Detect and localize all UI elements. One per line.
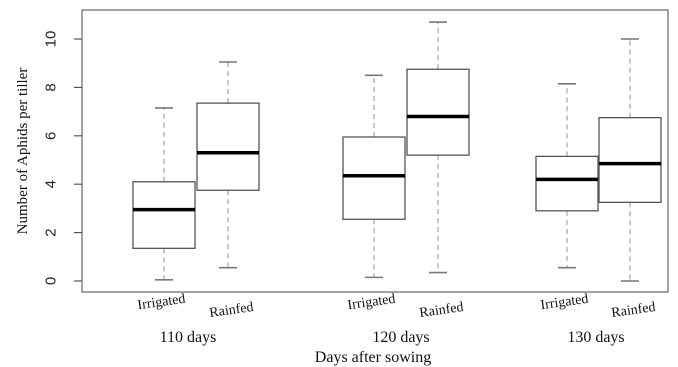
y-tick-label: 8 <box>42 83 59 91</box>
box-label-rainfed: Rainfed <box>209 300 255 321</box>
x-axis-title: Days after sowing <box>315 349 431 366</box>
y-tick-label: 0 <box>42 277 59 285</box>
box-3-rainfed <box>598 38 662 282</box>
box-3-irrigated <box>535 82 599 269</box>
box-label-rainfed: Rainfed <box>611 300 657 321</box>
plot-frame <box>81 9 669 293</box>
box-label-irrigated: Irrigated <box>540 292 590 314</box>
group-labels: 110 days 120 days 130 days <box>160 329 625 346</box>
box-label-rainfed: Rainfed <box>419 300 465 321</box>
group-label: 120 days <box>372 329 429 346</box>
box-label-irrigated: Irrigated <box>347 292 397 314</box>
y-axis: 0 2 4 6 8 10 <box>42 31 82 285</box>
iqr-box <box>132 181 196 249</box>
y-tick-label: 4 <box>42 180 59 188</box>
y-tick-label: 2 <box>42 228 59 236</box>
y-tick-label: 6 <box>42 132 59 140</box>
iqr-box <box>535 155 599 212</box>
boxes <box>132 21 662 282</box>
y-axis-title: Number of Aphids per tiller <box>15 68 31 235</box>
box-2-rainfed <box>406 21 470 274</box>
group-label: 110 days <box>160 329 217 346</box>
box-label-irrigated: Irrigated <box>137 292 187 314</box>
group-label: 130 days <box>567 329 624 346</box>
box-1-irrigated <box>132 107 196 281</box>
box-2-irrigated <box>342 74 406 279</box>
iqr-box <box>342 136 406 220</box>
iqr-box <box>598 117 662 203</box>
y-tick-label: 10 <box>42 31 59 48</box>
iqr-box <box>196 102 260 191</box>
box-labels: Irrigated Rainfed Irrigated Rainfed Irrigate… <box>137 292 657 321</box>
iqr-box <box>406 68 470 156</box>
box-1-rainfed <box>196 61 260 269</box>
